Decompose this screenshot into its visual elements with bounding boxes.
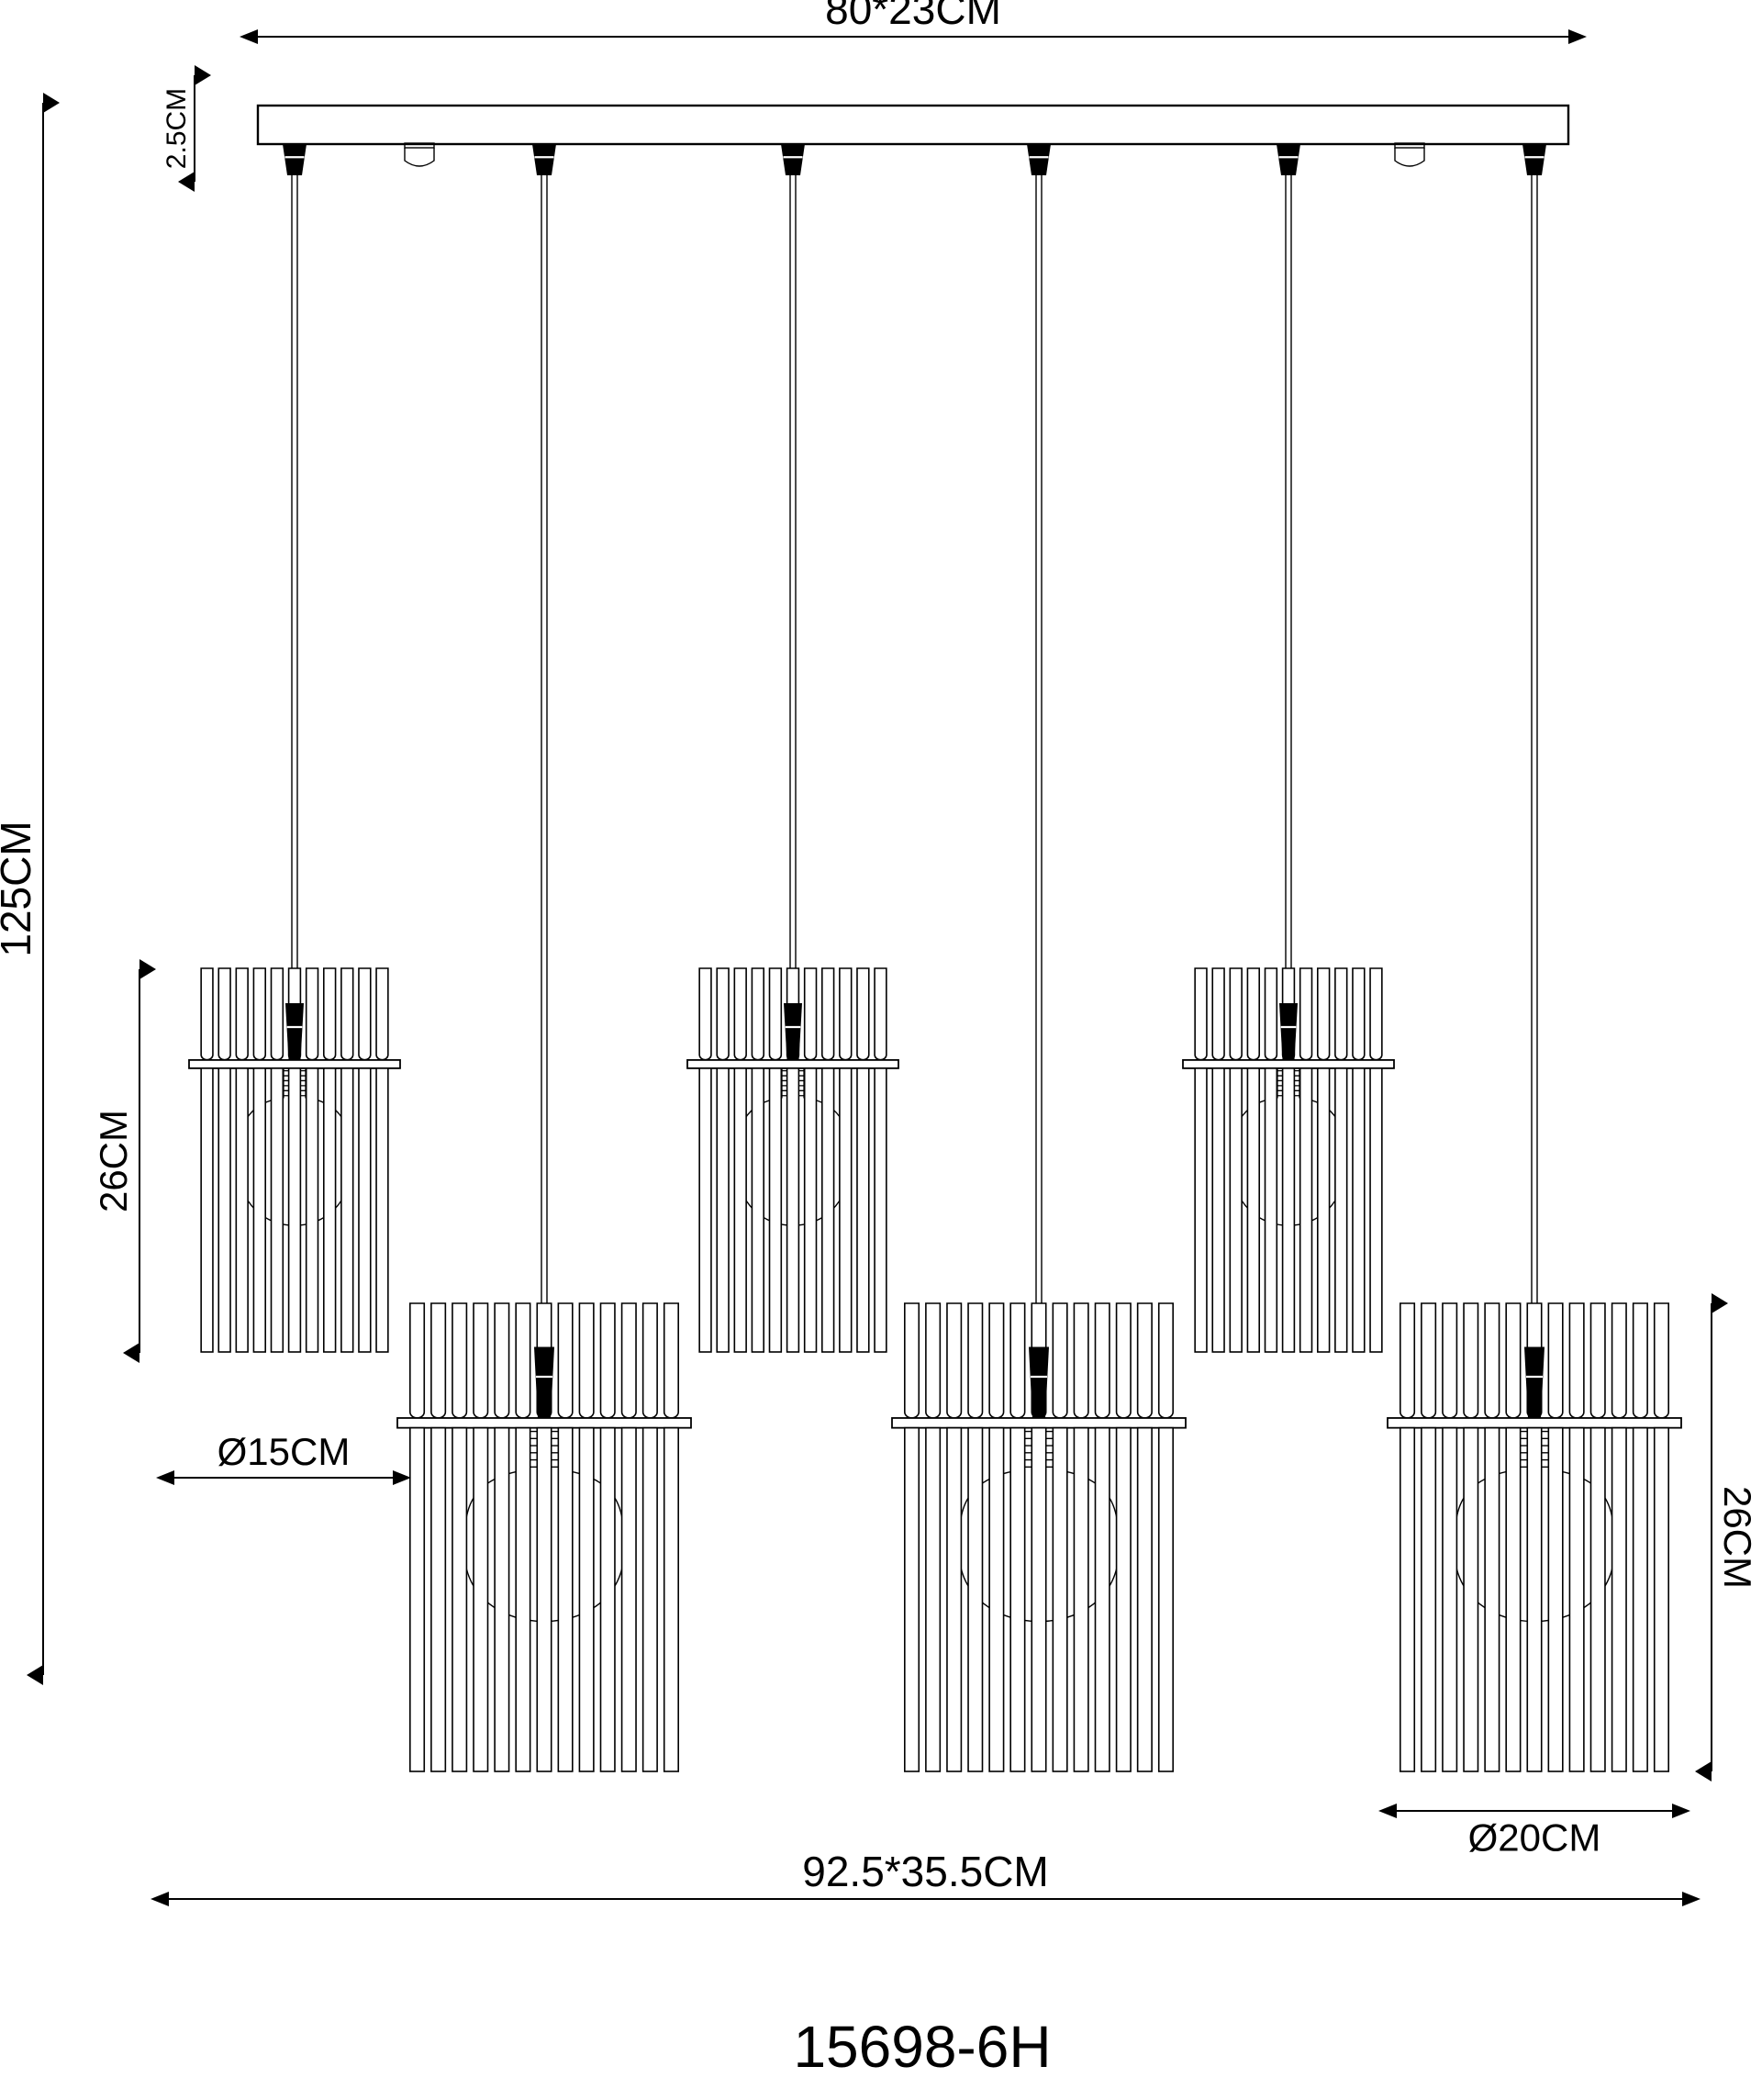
svg-text:Ø20CM: Ø20CM (1468, 1815, 1601, 1859)
svg-text:26CM: 26CM (1716, 1486, 1759, 1589)
svg-text:Ø15CM: Ø15CM (217, 1430, 351, 1473)
svg-text:15698-6H: 15698-6H (793, 2014, 1051, 2080)
svg-text:2.5CM: 2.5CM (162, 88, 192, 169)
svg-text:92.5*35.5CM: 92.5*35.5CM (802, 1848, 1049, 1895)
svg-text:125CM: 125CM (0, 821, 39, 956)
svg-text:26CM: 26CM (92, 1110, 135, 1212)
svg-text:80*23CM: 80*23CM (825, 0, 1001, 33)
